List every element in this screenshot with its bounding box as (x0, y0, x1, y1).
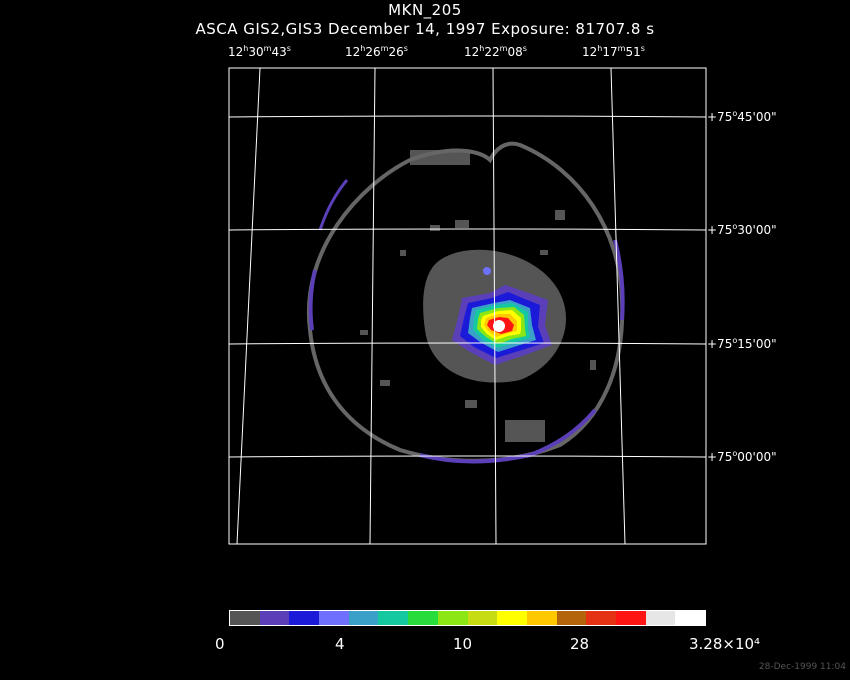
colorbar-tick-4: 3.28×10⁴ (689, 635, 761, 653)
ra-label-4: 12h17m51s (582, 44, 645, 59)
colorbar-tick-3: 28 (570, 635, 590, 653)
xray-image (229, 68, 706, 544)
observation-subtitle: ASCA GIS2,GIS3 December 14, 1997 Exposur… (195, 20, 655, 38)
colorbar-swatch (319, 611, 349, 625)
colorbar-swatch (230, 611, 260, 625)
ra-label-2: 12h26m26s (345, 44, 408, 59)
coordinate-grid (229, 68, 706, 544)
ra-label-3: 12h22m08s (464, 44, 527, 59)
colorbar-swatch (259, 611, 290, 625)
plot-frame (228, 67, 707, 545)
dec-label-3: +75o15'00" (707, 336, 777, 351)
ra-label-1: 12h30m43s (228, 44, 291, 59)
colorbar-swatch (467, 611, 498, 625)
colorbar-swatch (615, 611, 646, 625)
colorbar-swatch (348, 611, 379, 625)
colorbar-swatch (586, 611, 616, 625)
ring-edge-blue (308, 269, 317, 331)
colorbar-swatch (408, 611, 438, 625)
source-peak (493, 320, 505, 332)
timestamp: 28-Dec-1999 11:04 (758, 662, 846, 672)
secondary-source (483, 267, 491, 275)
ring-edge-blue (318, 179, 349, 231)
colorbar-swatch (526, 611, 557, 625)
dec-label-4: +75o00'00" (707, 449, 777, 464)
colorbar-tick-0: 0 (215, 635, 225, 653)
colorbar-swatch (497, 611, 527, 625)
colorbar-tick-1: 4 (335, 635, 345, 653)
colorbar-swatch (289, 611, 320, 625)
colorbar (229, 610, 706, 626)
dec-label-1: +75o45'00" (707, 109, 777, 124)
ring-edge-blue (419, 408, 597, 464)
detector-ring (306, 141, 625, 463)
colorbar-swatch (556, 611, 587, 625)
colorbar-tick-2: 10 (453, 635, 473, 653)
colorbar-swatch (645, 611, 676, 625)
colorbar-swatch (378, 611, 409, 625)
object-title: MKN_205 (388, 1, 462, 19)
colorbar-swatch (675, 611, 705, 625)
colorbar-swatch (437, 611, 468, 625)
dec-label-2: +75o30'00" (707, 222, 777, 237)
